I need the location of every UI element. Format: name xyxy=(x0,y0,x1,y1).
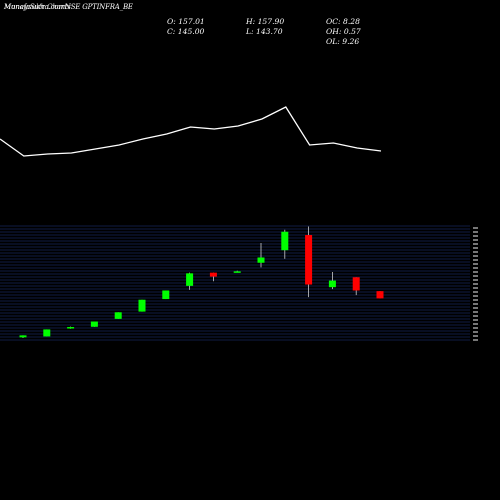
candle-up xyxy=(138,299,146,312)
subtitle-text: NSE GPTINFRA_BE xyxy=(64,3,133,11)
stats-col-3: OC: 8.28 OH: 0.57 OL: 9.26 xyxy=(326,17,361,47)
title-overlay: Moneysukh Charts xyxy=(4,3,71,11)
candle-up xyxy=(233,271,241,273)
stat-oc: OC: 8.28 xyxy=(326,17,360,26)
candle-up xyxy=(114,312,122,319)
candle-down xyxy=(305,235,313,285)
stats-col-1: O: 157.01 C: 145.00 xyxy=(167,17,205,37)
candle-up xyxy=(162,290,170,300)
candle-up xyxy=(90,321,98,327)
stats-col-2: H: 157.90 L: 143.70 xyxy=(246,17,284,37)
candle-down xyxy=(352,277,360,291)
candle-up xyxy=(67,327,75,329)
candle-up xyxy=(19,335,27,338)
stat-ol: OL: 9.26 xyxy=(326,37,360,46)
stat-close: C: 145.00 xyxy=(167,27,205,36)
candle-up xyxy=(257,257,265,263)
candle-up xyxy=(281,231,289,251)
candle-up xyxy=(43,329,51,337)
candle-up xyxy=(186,273,194,286)
chart-title: MunafaSutra.comNSE GPTINFRA_BE xyxy=(4,3,133,11)
title-text: MunafaSutra.com xyxy=(4,3,65,11)
stat-open: O: 157.01 xyxy=(167,17,205,26)
candle-layer xyxy=(19,226,384,338)
stat-low: L: 143.70 xyxy=(246,27,283,36)
candle-up xyxy=(328,280,336,288)
stat-oh: OH: 0.57 xyxy=(326,27,361,36)
line-layer xyxy=(0,106,382,157)
grid-layer xyxy=(0,225,478,341)
candle-down xyxy=(209,272,217,277)
candle-down xyxy=(376,291,384,299)
stat-high: H: 157.90 xyxy=(246,17,285,26)
price-line xyxy=(0,106,382,157)
